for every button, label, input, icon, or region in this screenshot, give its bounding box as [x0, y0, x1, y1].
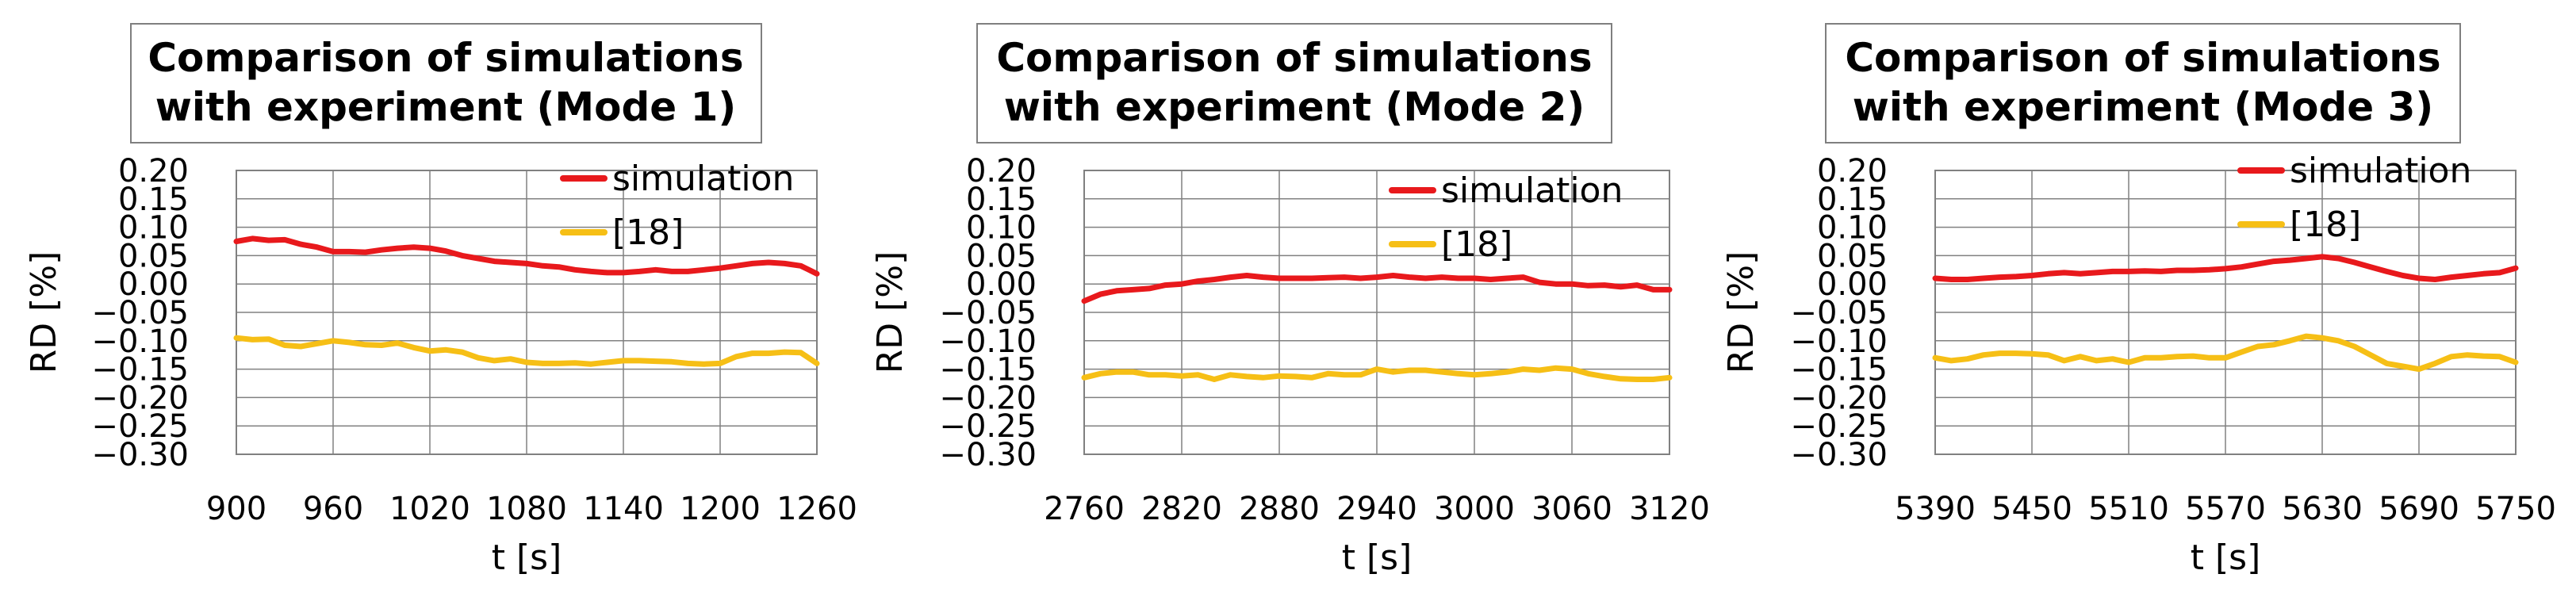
x-tick-label: 1200: [680, 491, 761, 527]
y-tick-label: 0.05: [966, 238, 1037, 274]
x-axis-label: t [s]: [1342, 538, 1413, 578]
y-tick-label: −0.30: [939, 437, 1037, 473]
y-axis-label: RD [%]: [1721, 251, 1761, 374]
x-tick-label: 5630: [2282, 491, 2363, 527]
y-tick-label: 0.15: [966, 182, 1037, 218]
chart-title-line: with experiment (Mode 3): [1853, 84, 2434, 130]
y-tick-label: −0.10: [91, 323, 189, 360]
y-tick-label: −0.15: [91, 352, 189, 388]
x-tick-label: 2760: [1044, 491, 1125, 527]
plot-frame: [1934, 170, 2517, 455]
y-tick-label: 0.05: [1817, 238, 1888, 274]
y-tick-label: 0.15: [1817, 182, 1888, 218]
y-tick-label: −0.30: [1790, 437, 1888, 473]
chart-title-line: Comparison of simulations: [996, 35, 1592, 81]
chart-title-line: with experiment (Mode 2): [1004, 84, 1585, 130]
chart-title-line: with experiment (Mode 1): [155, 84, 737, 130]
y-tick-label: 0.20: [966, 153, 1037, 189]
y-tick-label: −0.25: [91, 408, 189, 445]
x-tick-label: 900: [206, 491, 266, 527]
y-tick-label: −0.30: [91, 437, 189, 473]
x-tick-label: 1260: [776, 491, 857, 527]
x-tick-label: 3120: [1629, 491, 1710, 527]
legend: simulation [18]: [1389, 170, 1623, 265]
chart-title-box: [1825, 23, 2461, 144]
plot-frame: [236, 170, 818, 455]
y-tick-label: −0.15: [1790, 352, 1888, 388]
y-tick-label: −0.15: [939, 352, 1037, 388]
x-tick-label: 1080: [486, 491, 567, 527]
series-line-reference: [1932, 333, 2519, 373]
plot-grid: [1083, 170, 1670, 455]
legend: simulation [18]: [560, 159, 794, 253]
y-tick-label: 0.00: [966, 266, 1037, 303]
y-tick-label: 0.10: [966, 210, 1037, 247]
y-axis-label: RD [%]: [870, 251, 910, 374]
x-axis-label: t [s]: [2191, 538, 2261, 578]
x-tick-label: 5390: [1895, 491, 1976, 527]
series-line-reference: [233, 335, 820, 367]
y-axis-label: RD [%]: [24, 251, 64, 374]
y-tick-label: −0.05: [91, 295, 189, 331]
y-tick-label: −0.20: [1790, 380, 1888, 416]
x-tick-label: 1140: [583, 491, 664, 527]
y-tick-label: 0.20: [1817, 153, 1888, 189]
y-tick-label: 0.10: [118, 210, 189, 247]
y-tick-label: −0.05: [1790, 295, 1888, 331]
legend-label: [18]: [2290, 205, 2361, 245]
series-line-reference: [1081, 365, 1673, 382]
x-tick-label: 1020: [389, 491, 470, 527]
x-tick-label: 5750: [2475, 491, 2556, 527]
x-tick-label: 5690: [2379, 491, 2459, 527]
chart-title-box: [976, 23, 1612, 144]
legend-label: simulation: [1441, 170, 1623, 211]
x-tick-label: 2880: [1239, 491, 1320, 527]
y-tick-label: 0.05: [118, 238, 189, 274]
x-axis-label: t [s]: [492, 538, 562, 578]
y-tick-label: −0.20: [91, 380, 189, 416]
x-tick-label: 2940: [1336, 491, 1417, 527]
legend-label: simulation: [2290, 151, 2471, 191]
y-tick-label: −0.20: [939, 380, 1037, 416]
y-tick-label: −0.25: [1790, 408, 1888, 445]
chart-title-line: Comparison of simulations: [148, 35, 743, 81]
plot-grid: [236, 170, 818, 455]
legend-label: simulation: [612, 159, 794, 199]
x-tick-label: 960: [303, 491, 363, 527]
x-tick-label: 3060: [1531, 491, 1612, 527]
y-tick-label: 0.15: [118, 182, 189, 218]
plot-frame: [1083, 170, 1670, 455]
legend-label: [18]: [612, 212, 684, 253]
series-line-simulation: [233, 235, 820, 277]
chart-title-line: Comparison of simulations: [1845, 35, 2440, 81]
x-tick-label: 3000: [1434, 491, 1515, 527]
series-line-simulation: [1081, 273, 1673, 304]
y-tick-label: −0.10: [939, 323, 1037, 360]
legend-label: [18]: [1441, 224, 1512, 265]
y-tick-label: 0.00: [1817, 266, 1888, 303]
x-tick-label: 5450: [1991, 491, 2072, 527]
x-tick-label: 5510: [2088, 491, 2169, 527]
y-tick-label: 0.00: [118, 266, 189, 303]
y-tick-label: −0.05: [939, 295, 1037, 331]
y-tick-label: −0.25: [939, 408, 1037, 445]
x-tick-label: 5570: [2185, 491, 2266, 527]
x-tick-label: 2820: [1141, 491, 1222, 527]
y-tick-label: 0.20: [118, 153, 189, 189]
series-line-simulation: [1932, 254, 2519, 282]
y-tick-label: 0.10: [1817, 210, 1888, 247]
plot-grid: [1934, 170, 2517, 455]
chart-title-box: [130, 23, 762, 144]
y-tick-label: −0.10: [1790, 323, 1888, 360]
legend: simulation [18]: [2237, 151, 2471, 245]
